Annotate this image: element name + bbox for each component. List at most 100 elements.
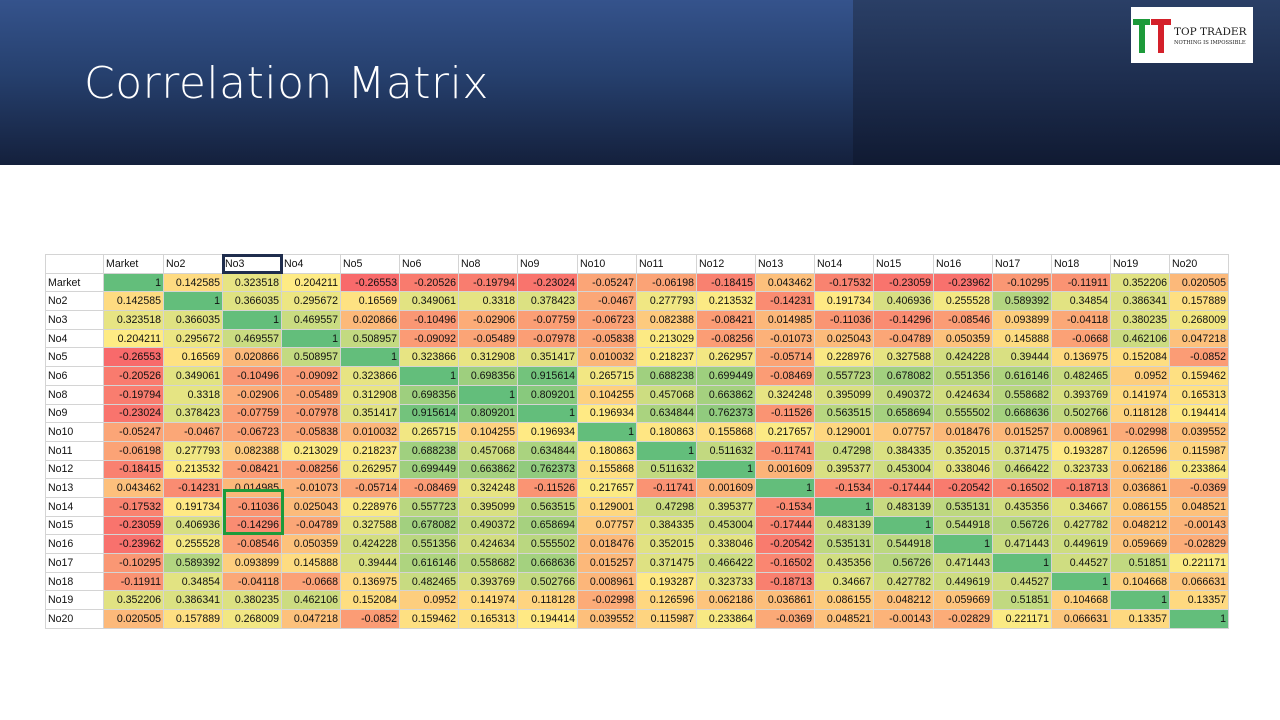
- correlation-cell: -0.23024: [103, 403, 164, 424]
- correlation-cell: 0.371475: [992, 440, 1052, 461]
- correlation-cell: 0.699449: [399, 459, 459, 480]
- column-header: No17: [992, 254, 1052, 274]
- correlation-cell: -0.11526: [755, 403, 815, 424]
- correlation-cell: 0.555502: [517, 534, 578, 554]
- correlation-cell: -0.08256: [281, 459, 341, 480]
- correlation-cell: -0.17444: [755, 515, 815, 536]
- correlation-cell: -0.10496: [222, 366, 282, 386]
- correlation-cell: 0.490372: [873, 384, 934, 405]
- correlation-cell: -0.0467: [163, 422, 223, 442]
- correlation-cell: 0.218237: [340, 440, 400, 461]
- correlation-cell: -0.07759: [517, 310, 578, 330]
- correlation-cell: 0.265715: [399, 422, 459, 442]
- correlation-cell: 0.544918: [873, 534, 934, 554]
- correlation-cell: 0.001609: [696, 478, 756, 498]
- correlation-cell: 0.558682: [992, 384, 1052, 405]
- row-label: No2: [45, 291, 104, 312]
- correlation-cell: -0.07759: [222, 403, 282, 424]
- correlation-cell: 0.809201: [517, 384, 578, 405]
- correlation-cell: 0.217657: [755, 422, 815, 442]
- correlation-cell: -0.02906: [222, 384, 282, 405]
- table-row: No5 -0.26553 0.16569 0.020866 0.508957 1 0.323…: [45, 347, 1229, 368]
- correlation-cell: 1: [163, 291, 223, 312]
- correlation-cell: -0.08546: [933, 310, 993, 330]
- correlation-cell: 0.014985: [222, 478, 282, 498]
- correlation-cell: 0.048521: [814, 609, 874, 629]
- correlation-cell: 0.395099: [814, 384, 874, 405]
- correlation-cell: 0.384335: [873, 440, 934, 461]
- correlation-cell: 0.295672: [163, 328, 223, 349]
- table-row: No14 -0.17532 0.191734 -0.11036 0.025043 0.22…: [45, 496, 1229, 517]
- correlation-cell: -0.0668: [281, 571, 341, 592]
- top-trader-logo: TOP TRADER NOTHING IS IMPOSSIBLE: [1131, 7, 1253, 63]
- correlation-cell: 0.589392: [163, 553, 223, 573]
- correlation-cell: 0.196934: [577, 403, 637, 424]
- table-row: No17 -0.10295 0.589392 0.093899 0.145888 0.39…: [45, 553, 1229, 573]
- correlation-cell: 0.050359: [933, 328, 993, 349]
- correlation-cell: 0.213532: [163, 459, 223, 480]
- correlation-cell: -0.06723: [222, 422, 282, 442]
- correlation-cell: 0.323866: [340, 366, 400, 386]
- correlation-cell: 0.51851: [1110, 553, 1170, 573]
- correlation-cell: 0.351417: [517, 347, 578, 368]
- correlation-cell: 0.136975: [340, 571, 400, 592]
- correlation-cell: 0.378423: [517, 291, 578, 312]
- column-header: No18: [1051, 254, 1111, 274]
- correlation-cell: 0.502766: [1051, 403, 1111, 424]
- correlation-cell: 0.115987: [1169, 440, 1229, 461]
- correlation-cell: -0.08546: [222, 534, 282, 554]
- correlation-cell: 0.634844: [517, 440, 578, 461]
- correlation-cell: 0.490372: [458, 515, 518, 536]
- correlation-cell: -0.23024: [517, 272, 578, 293]
- correlation-cell: 0.008961: [577, 571, 637, 592]
- correlation-cell: -0.04118: [222, 571, 282, 592]
- correlation-cell: 0.634844: [636, 403, 697, 424]
- correlation-cell: 0.008961: [1051, 422, 1111, 442]
- correlation-cell: 0.268009: [1169, 310, 1229, 330]
- correlation-cell: -0.20526: [399, 272, 459, 293]
- correlation-cell: -0.00143: [1169, 515, 1229, 536]
- row-label: No11: [45, 440, 104, 461]
- correlation-cell: -0.04789: [281, 515, 341, 536]
- correlation-cell: 0.457068: [636, 384, 697, 405]
- correlation-cell: 0.34854: [1051, 291, 1111, 312]
- correlation-cell: 0.51851: [992, 590, 1052, 611]
- correlation-cell: 0.157889: [163, 609, 223, 629]
- correlation-cell: 0.16569: [340, 291, 400, 312]
- correlation-cell: 0.152084: [340, 590, 400, 611]
- correlation-cell: 0.44527: [992, 571, 1052, 592]
- correlation-cell: 0.535131: [933, 496, 993, 517]
- correlation-cell: 0.025043: [814, 328, 874, 349]
- correlation-cell: 0.093899: [222, 553, 282, 573]
- correlation-cell: 0.010032: [340, 422, 400, 442]
- logo-tagline-text: NOTHING IS IMPOSSIBLE: [1174, 40, 1246, 46]
- correlation-cell: -0.20542: [755, 534, 815, 554]
- column-header: No11: [636, 254, 697, 274]
- correlation-cell: 0.395377: [814, 459, 874, 480]
- correlation-cell: 0.165313: [1169, 384, 1229, 405]
- correlation-cell: 0.255528: [933, 291, 993, 312]
- correlation-cell: 0.204211: [103, 328, 164, 349]
- correlation-cell: -0.11526: [517, 478, 578, 498]
- correlation-cell: 0.589392: [992, 291, 1052, 312]
- correlation-cell: 0.277793: [163, 440, 223, 461]
- correlation-cell: 0.483139: [873, 496, 934, 517]
- correlation-cell: -0.09092: [399, 328, 459, 349]
- correlation-cell: 0.141974: [458, 590, 518, 611]
- correlation-cell: 0.126596: [1110, 440, 1170, 461]
- correlation-cell: -0.08421: [696, 310, 756, 330]
- correlation-cell: -0.02829: [1169, 534, 1229, 554]
- correlation-cell: -0.14231: [163, 478, 223, 498]
- correlation-cell: 0.062186: [696, 590, 756, 611]
- correlation-cell: 0.393769: [458, 571, 518, 592]
- correlation-cell: 0.191734: [814, 291, 874, 312]
- table-row: No4 0.204211 0.295672 0.469557 1 0.508957 -0.0…: [45, 328, 1229, 349]
- correlation-cell: 0.323733: [696, 571, 756, 592]
- correlation-cell: 0.688238: [636, 366, 697, 386]
- correlation-cell: 0.366035: [163, 310, 223, 330]
- column-header: No16: [933, 254, 993, 274]
- correlation-cell: 0.104668: [1110, 571, 1170, 592]
- correlation-cell: 0.462106: [1110, 328, 1170, 349]
- correlation-cell: -0.10496: [399, 310, 459, 330]
- correlation-cell: 0.265715: [577, 366, 637, 386]
